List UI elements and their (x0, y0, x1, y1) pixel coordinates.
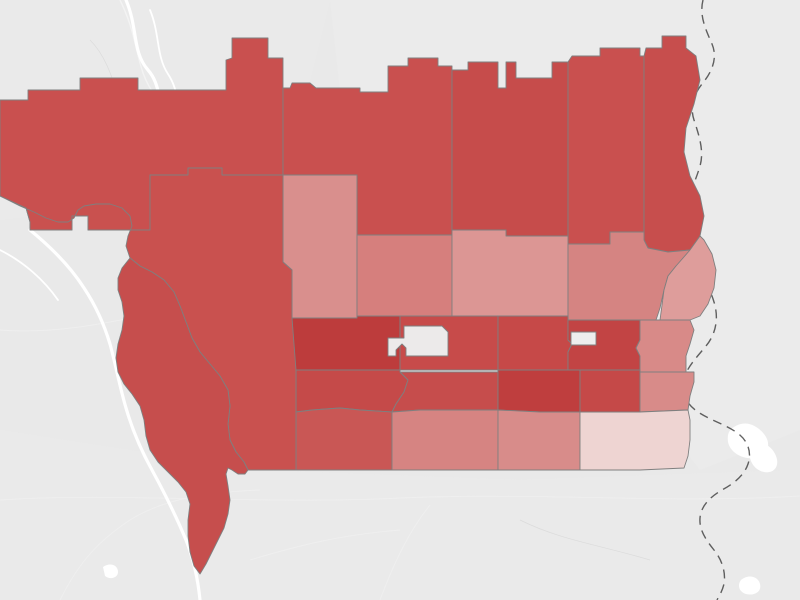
region-r05[interactable] (644, 36, 704, 252)
region-enclave-a[interactable] (388, 326, 448, 356)
region-enclave-b[interactable] (571, 332, 596, 345)
region-r28[interactable] (392, 410, 498, 470)
region-r25[interactable] (580, 370, 640, 412)
region-r29[interactable] (498, 410, 580, 470)
state-border-dashed (680, 0, 751, 600)
region-r09[interactable] (283, 175, 357, 318)
region-r24[interactable] (498, 370, 580, 412)
region-r23[interactable] (392, 370, 498, 412)
region-r19[interactable] (568, 320, 640, 372)
region-r30[interactable] (580, 410, 690, 470)
region-r26[interactable] (640, 372, 694, 412)
region-r22[interactable] (296, 370, 408, 412)
region-r32[interactable] (116, 258, 248, 574)
region-r03[interactable] (452, 62, 568, 236)
region-r20[interactable] (636, 320, 694, 372)
region-r16[interactable] (292, 316, 400, 370)
region-r04[interactable] (568, 48, 644, 244)
region-r27[interactable] (296, 408, 392, 470)
region-r10[interactable] (357, 235, 452, 316)
region-r13[interactable] (660, 236, 716, 320)
region-r11[interactable] (452, 230, 568, 316)
region-r18[interactable] (498, 316, 572, 370)
